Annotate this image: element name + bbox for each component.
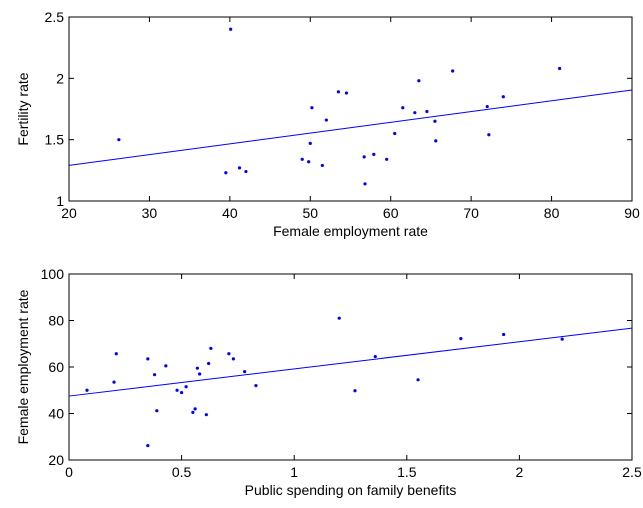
plot-area: [68, 273, 633, 461]
data-point: [451, 69, 455, 73]
data-point: [243, 370, 247, 374]
x-tick-label: 2.5: [622, 464, 642, 480]
x-axis-label: Public spending on family benefits: [245, 482, 457, 498]
y-tick-label: 80: [48, 313, 64, 329]
x-tick-label: 20: [61, 205, 77, 221]
data-point: [393, 131, 397, 136]
data-point: [184, 385, 188, 389]
data-point: [416, 378, 420, 382]
data-point: [413, 111, 417, 115]
data-point: [155, 409, 159, 413]
trend-line: [68, 89, 633, 166]
data-point: [344, 91, 349, 95]
x-tick-label: 60: [383, 205, 399, 221]
chart-employment-vs-spending: 0 0.5 1 1.5 2 2.5 20 40 60 80 100 Public spending o…: [15, 266, 642, 498]
y-axis-label: Female employment rate: [15, 289, 31, 444]
data-point: [227, 352, 231, 356]
x-tick-label: 30: [142, 205, 158, 221]
data-point: [300, 157, 304, 161]
data-point: [434, 139, 438, 143]
data-point: [152, 373, 157, 377]
data-point: [308, 141, 312, 145]
data-point: [164, 364, 168, 368]
y-tick-label: 2.5: [45, 9, 65, 25]
data-point: [558, 66, 562, 71]
x-tick-label: 50: [302, 205, 318, 221]
data-point: [237, 166, 242, 170]
data-point: [307, 160, 311, 164]
data-point: [560, 337, 564, 341]
data-point: [198, 372, 202, 376]
data-point: [337, 316, 341, 320]
x-tick-label: 0.5: [172, 464, 192, 480]
data-point: [254, 384, 258, 388]
data-point: [459, 337, 463, 341]
data-point: [425, 109, 429, 114]
y-tick-label: 20: [48, 452, 64, 468]
data-point: [385, 157, 389, 161]
data-point: [372, 152, 376, 156]
x-tick-label: 1: [290, 464, 298, 480]
data-point: [501, 95, 505, 99]
data-point: [320, 163, 324, 168]
data-point: [373, 354, 377, 359]
data-point: [209, 346, 213, 350]
data-point: [433, 119, 437, 123]
data-point: [207, 361, 211, 366]
x-tick-label: 90: [624, 205, 640, 221]
data-point: [363, 182, 367, 186]
data-point: [85, 388, 89, 392]
x-tick-label: 1.5: [397, 464, 417, 480]
data-point: [114, 352, 118, 356]
data-point: [324, 118, 328, 122]
x-tick-label: 40: [222, 205, 238, 221]
data-point: [310, 106, 314, 110]
y-tick-label: 1.5: [45, 132, 65, 148]
data-point: [204, 413, 208, 417]
x-tick-label: 2: [516, 464, 524, 480]
y-axis-label: Fertility rate: [15, 72, 31, 145]
data-point: [336, 90, 341, 94]
data-point: [353, 389, 357, 393]
data-point: [175, 388, 179, 392]
chart-fertility-vs-employment: 20 30 40 50 60 70 80 90 1 1.5 2 2.5 Female employmen…: [15, 9, 640, 239]
data-point: [180, 390, 184, 395]
data-point: [362, 155, 366, 159]
x-tick-label: 0: [65, 464, 73, 480]
data-point: [231, 357, 235, 361]
data-point: [191, 410, 195, 414]
data-point: [487, 133, 491, 137]
data-point: [112, 380, 116, 384]
data-point: [193, 407, 197, 411]
y-tick-label: 100: [41, 266, 65, 282]
data-point: [401, 106, 405, 110]
y-tick-label: 1: [56, 193, 64, 209]
data-point: [244, 169, 248, 174]
x-tick-label: 80: [544, 205, 560, 221]
data-point: [417, 79, 421, 83]
data-point: [146, 443, 150, 448]
data-point: [502, 332, 506, 337]
data-point: [224, 171, 228, 175]
y-tick-label: 60: [48, 359, 64, 375]
y-tick-label: 40: [48, 406, 64, 422]
y-tick-label: 2: [56, 70, 64, 86]
data-point: [117, 138, 121, 142]
data-point: [229, 27, 233, 31]
data-point: [485, 104, 489, 109]
data-point: [195, 366, 199, 370]
x-axis-label: Female employment rate: [273, 223, 428, 239]
trend-line: [68, 327, 633, 397]
plot-area: [68, 16, 633, 202]
data-point: [146, 357, 150, 361]
x-tick-label: 70: [463, 205, 479, 221]
